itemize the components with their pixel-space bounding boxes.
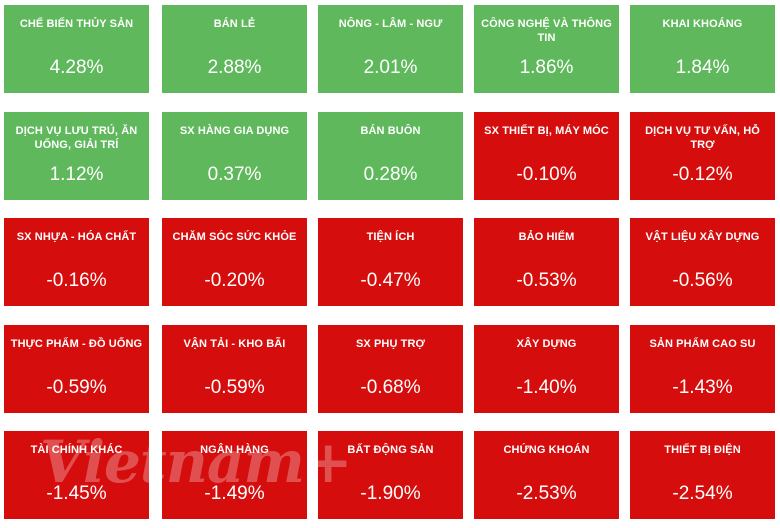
sector-name: SX NHỰA - HÓA CHẤT <box>16 231 137 243</box>
sector-name: BẤT ĐỘNG SẢN <box>347 444 434 456</box>
sector-name: TIỆN ÍCH <box>366 231 415 243</box>
sector-tile: BÁN LẺ 2.88% <box>162 5 307 93</box>
sector-change-value: -1.43% <box>672 377 733 398</box>
sector-tile: SX NHỰA - HÓA CHẤT -0.16% <box>4 218 149 306</box>
sector-change-value: -1.40% <box>516 377 577 398</box>
sector-change-value: -0.20% <box>204 270 265 291</box>
sector-name: SX THIẾT BỊ, MÁY MÓC <box>484 125 609 137</box>
sector-name: CHĂM SÓC SỨC KHỎE <box>172 231 297 243</box>
sector-name: CHỨNG KHOÁN <box>503 444 590 456</box>
sector-tile: CHẾ BIẾN THỦY SẢN 4.28% <box>4 5 149 93</box>
sector-change-value: -1.45% <box>46 483 107 504</box>
sector-name: BÁN LẺ <box>213 18 256 30</box>
sector-change-value: 2.88% <box>207 57 262 78</box>
sector-tile: DỊCH VỤ TƯ VẤN, HỖ TRỢ -0.12% <box>630 112 775 200</box>
sector-name: BẢO HIỂM <box>518 231 575 243</box>
sector-tile: SẢN PHẨM CAO SU -1.43% <box>630 325 775 413</box>
sector-name: THỰC PHẨM - ĐỒ UỐNG <box>10 338 143 350</box>
sector-name: SẢN PHẨM CAO SU <box>649 338 756 350</box>
sector-name: XÂY DỰNG <box>516 338 577 350</box>
sector-name: BÁN BUÔN <box>360 125 421 137</box>
sector-change-value: -0.68% <box>360 377 421 398</box>
sector-change-value: -2.53% <box>516 483 577 504</box>
sector-name: VẬN TẢI - KHO BÃI <box>183 338 286 350</box>
sector-tile: SX THIẾT BỊ, MÁY MÓC -0.10% <box>474 112 619 200</box>
sector-name: TÀI CHÍNH KHÁC <box>30 444 123 456</box>
sector-name: SX PHỤ TRỢ <box>355 338 426 350</box>
sector-name: DỊCH VỤ LƯU TRÚ, ĂN UỐNG, GIẢI TRÍ <box>15 125 138 151</box>
sector-change-value: -0.10% <box>516 164 577 185</box>
sector-tile: SX HÀNG GIA DỤNG 0.37% <box>162 112 307 200</box>
sector-tile: THỰC PHẨM - ĐỒ UỐNG -0.59% <box>4 325 149 413</box>
sector-tile: NÔNG - LÂM - NGƯ 2.01% <box>318 5 463 93</box>
sector-change-value: -2.54% <box>672 483 733 504</box>
sector-tile: NGÂN HÀNG -1.49% <box>162 431 307 519</box>
sector-name: NGÂN HÀNG <box>200 444 269 456</box>
sector-name: KHAI KHOÁNG <box>662 18 743 30</box>
sector-change-value: -0.47% <box>360 270 421 291</box>
sector-change-value: -0.59% <box>204 377 265 398</box>
sector-tile: TIỆN ÍCH -0.47% <box>318 218 463 306</box>
sector-change-value: -0.56% <box>672 270 733 291</box>
sector-change-value: 1.12% <box>49 164 104 185</box>
sector-tile: XÂY DỰNG -1.40% <box>474 325 619 413</box>
sector-name: THIẾT BỊ ĐIỆN <box>664 444 741 456</box>
sector-name: NÔNG - LÂM - NGƯ <box>338 18 443 30</box>
sector-tile: SX PHỤ TRỢ -0.68% <box>318 325 463 413</box>
sector-tile: CHỨNG KHOÁN -2.53% <box>474 431 619 519</box>
sector-tile: CÔNG NGHỆ VÀ THÔNG TIN 1.86% <box>474 5 619 93</box>
sector-tile: THIẾT BỊ ĐIỆN -2.54% <box>630 431 775 519</box>
sector-change-value: 2.01% <box>363 57 418 78</box>
sector-change-value: 0.37% <box>207 164 262 185</box>
sector-change-value: 1.84% <box>675 57 730 78</box>
sector-tile: KHAI KHOÁNG 1.84% <box>630 5 775 93</box>
sector-tile: TÀI CHÍNH KHÁC -1.45% <box>4 431 149 519</box>
sector-change-value: -1.49% <box>204 483 265 504</box>
sector-tile: VẬT LIỆU XÂY DỰNG -0.56% <box>630 218 775 306</box>
sector-name: CÔNG NGHỆ VÀ THÔNG TIN <box>481 18 612 44</box>
sector-name: DỊCH VỤ TƯ VẤN, HỖ TRỢ <box>645 125 760 151</box>
sector-change-value: -1.90% <box>360 483 421 504</box>
sector-tile: BẤT ĐỘNG SẢN -1.90% <box>318 431 463 519</box>
sector-tile: BẢO HIỂM -0.53% <box>474 218 619 306</box>
sector-tile: CHĂM SÓC SỨC KHỎE -0.20% <box>162 218 307 306</box>
sector-change-value: -0.16% <box>46 270 107 291</box>
sector-change-value: -0.59% <box>46 377 107 398</box>
sector-change-value: -0.53% <box>516 270 577 291</box>
sector-name: CHẾ BIẾN THỦY SẢN <box>19 18 134 30</box>
sector-change-value: 1.86% <box>519 57 574 78</box>
sector-tile: BÁN BUÔN 0.28% <box>318 112 463 200</box>
sector-tile: VẬN TẢI - KHO BÃI -0.59% <box>162 325 307 413</box>
sector-change-value: 0.28% <box>363 164 418 185</box>
sector-change-value: -0.12% <box>672 164 733 185</box>
sector-name: VẬT LIỆU XÂY DỰNG <box>645 231 760 243</box>
sector-tile: DỊCH VỤ LƯU TRÚ, ĂN UỐNG, GIẢI TRÍ 1.12% <box>4 112 149 200</box>
sector-change-value: 4.28% <box>49 57 104 78</box>
sector-name: SX HÀNG GIA DỤNG <box>179 125 290 137</box>
